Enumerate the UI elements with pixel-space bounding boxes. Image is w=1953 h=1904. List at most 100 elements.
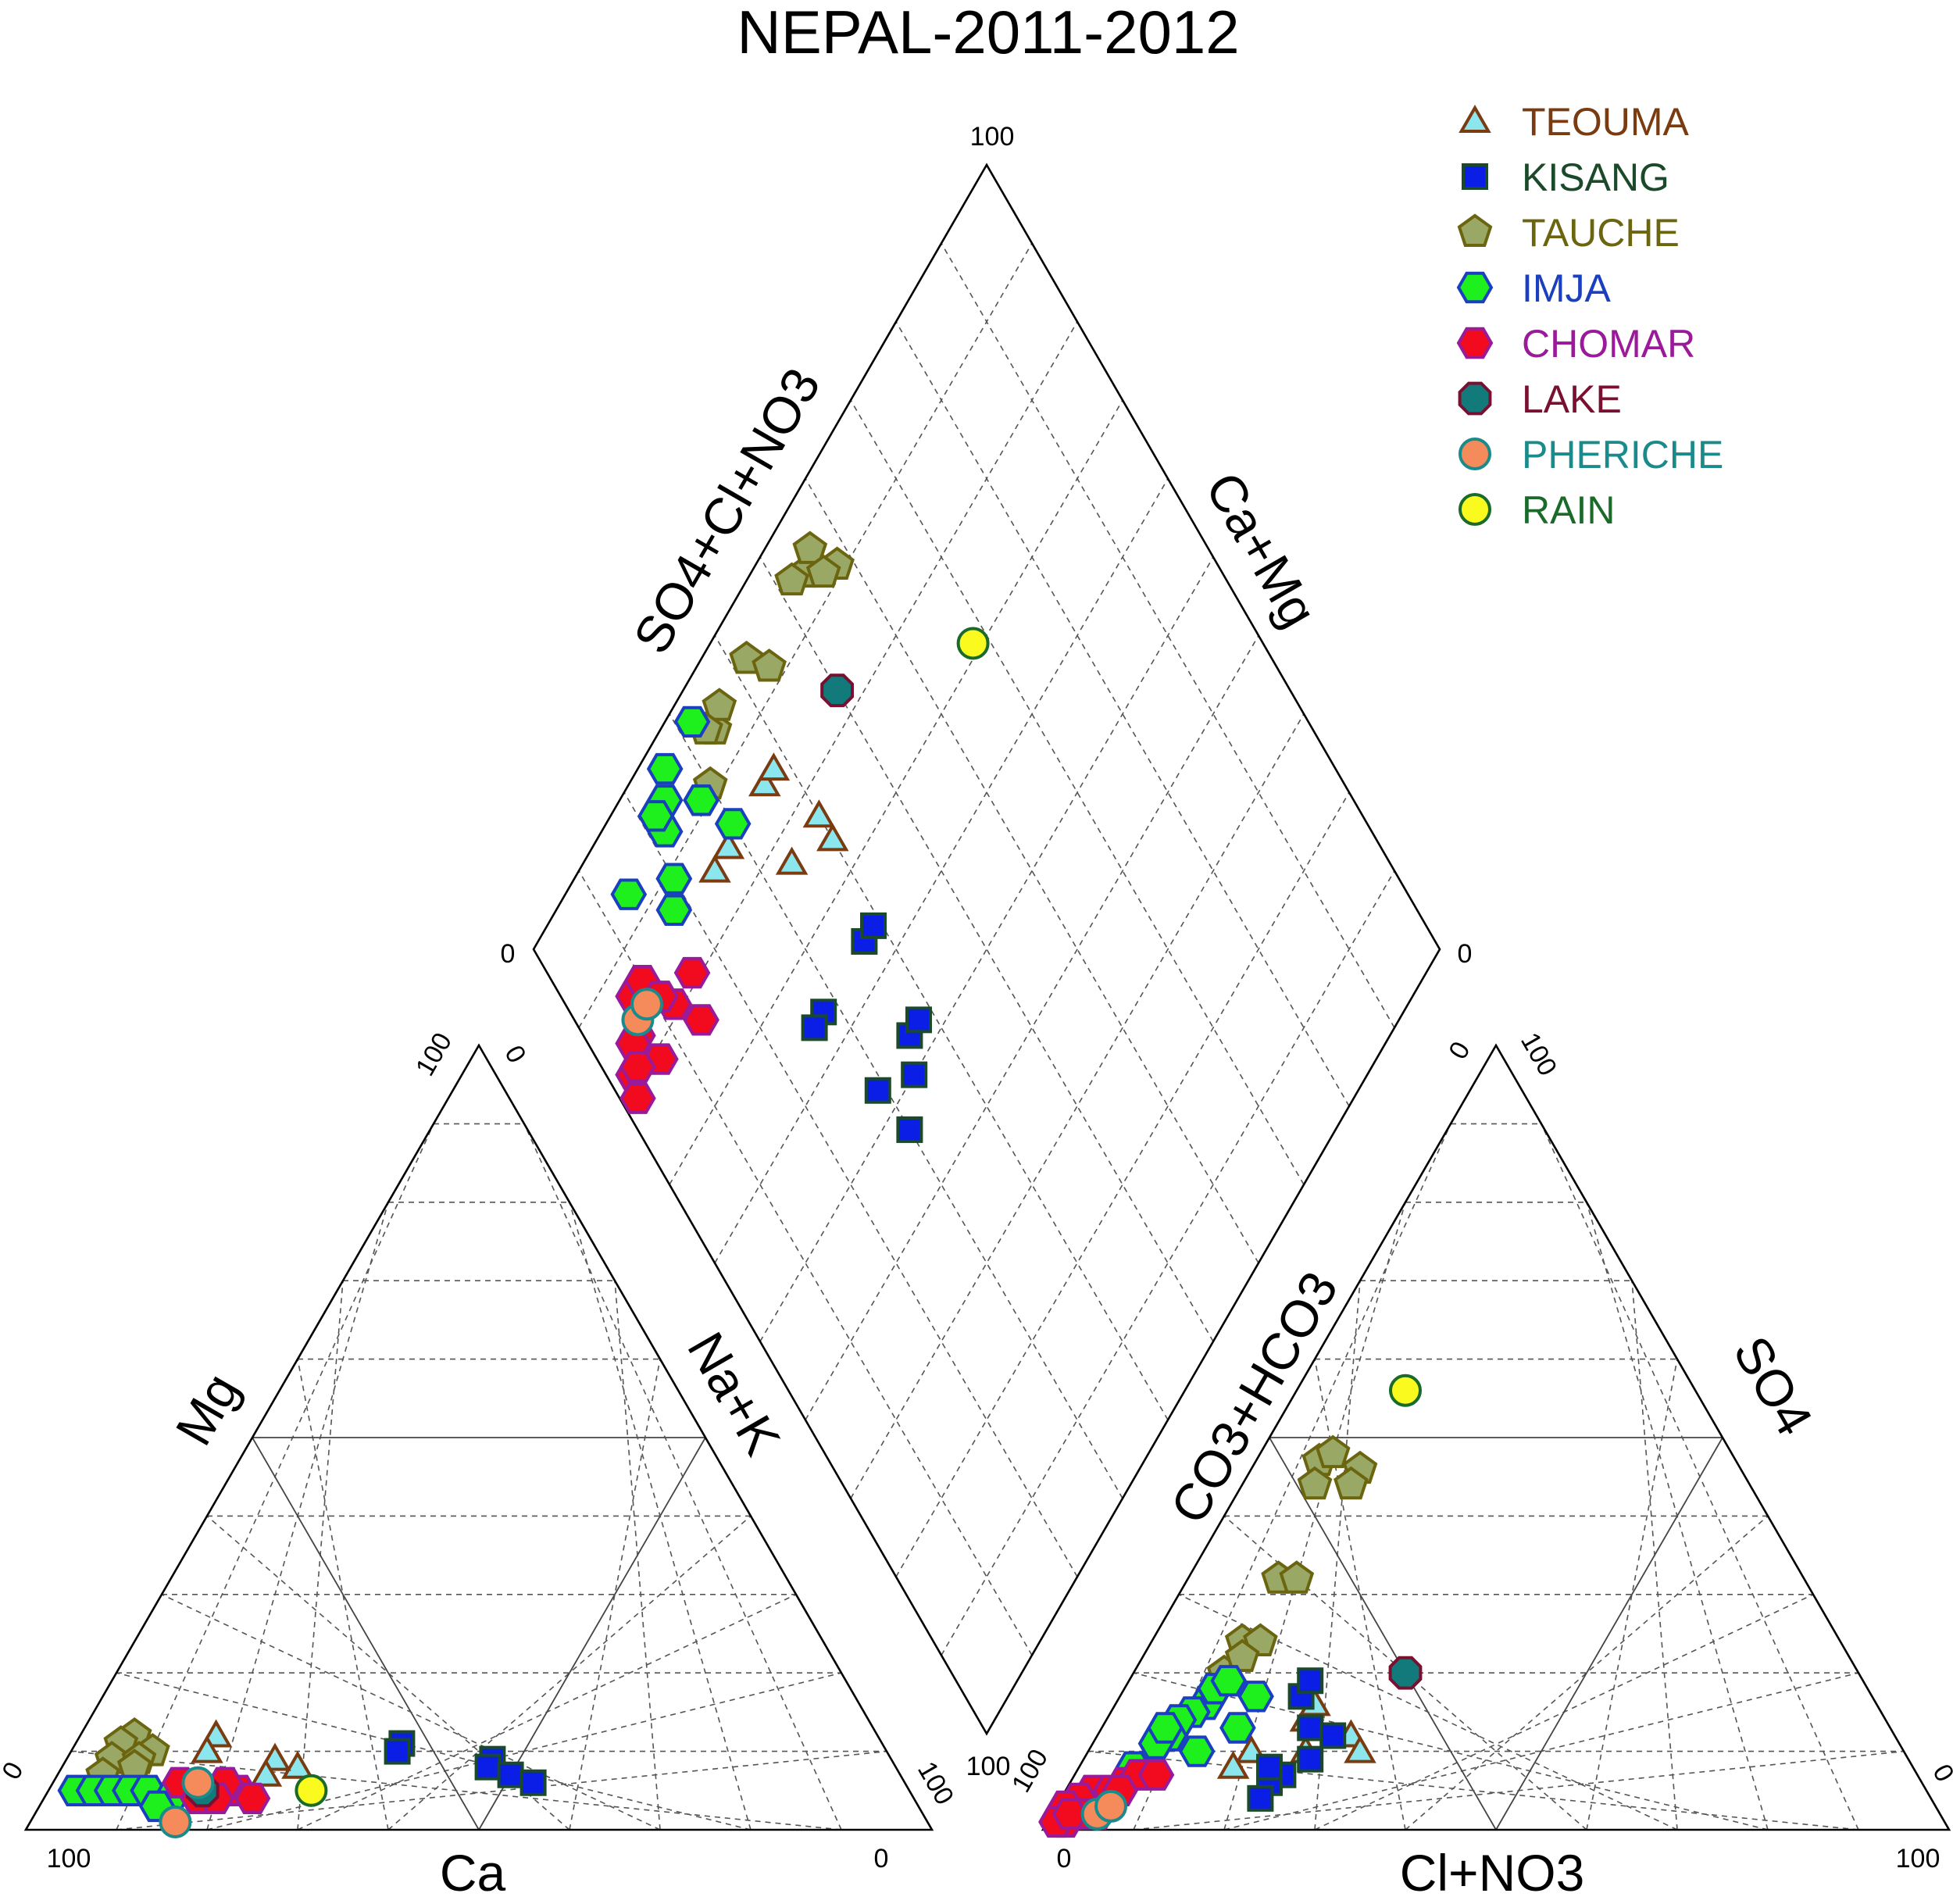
- diamond-tick-left-0: 0: [501, 939, 516, 969]
- point-diamond-teouma-4: [775, 846, 809, 875]
- point-cation-teouma-2: [281, 1750, 314, 1779]
- anion-triangle-grid-a-9: [1087, 1750, 1859, 1831]
- cation-triangle-grid-a-8: [116, 1672, 752, 1831]
- point-diamond-teouma-0: [748, 768, 781, 797]
- legend-marker-imja: [1456, 271, 1494, 304]
- legend-label-kisang: KISANG: [1522, 155, 1669, 199]
- point-anion-chomar-10: [1137, 1759, 1175, 1791]
- point-cation-kisang-5: [519, 1769, 547, 1796]
- legend-item-kisang: KISANG: [1462, 155, 1669, 199]
- anion-hco3-tick-100: 100: [1006, 1744, 1054, 1797]
- cation-mg-tick-100: 100: [410, 1027, 458, 1081]
- legend-marker-pheriche: [1459, 438, 1491, 470]
- point-anion-kisang-8: [1256, 1753, 1283, 1781]
- point-diamond-imja-5: [714, 808, 752, 840]
- point-diamond-teouma-3: [802, 799, 836, 828]
- diamond-grid-u-7: [850, 399, 1305, 1185]
- anion-hco3-tick-0: 0: [1443, 1037, 1476, 1064]
- legend-marker-chomar: [1456, 327, 1494, 359]
- series-tauche: [85, 530, 1378, 1790]
- diamond-grid-u-2: [623, 791, 1078, 1577]
- cation-nak-tick-100: 100: [912, 1756, 959, 1809]
- point-anion-imja-5: [1210, 1665, 1248, 1697]
- legend-label-chomar: CHOMAR: [1522, 322, 1695, 366]
- point-diamond-chomar-11: [619, 1082, 656, 1114]
- point-cation-kisang-3: [474, 1753, 502, 1781]
- point-diamond-kisang-4: [901, 1061, 928, 1088]
- point-anion-kisang-2: [1297, 1714, 1324, 1741]
- point-anion-kisang-7: [1247, 1784, 1274, 1812]
- anion-so4-tick-100: 100: [1515, 1027, 1562, 1081]
- anion-triangle-grid-a-5: [1269, 1437, 1497, 1831]
- legend-label-imja: IMJA: [1522, 266, 1612, 310]
- point-diamond-tauche-3: [774, 562, 809, 596]
- diamond-grid-v-9: [578, 242, 1033, 1028]
- point-anion-imja-11: [1147, 1712, 1184, 1744]
- point-diamond-tauche-8: [702, 688, 737, 721]
- anion-triangle-grid-b-4: [1405, 1515, 1769, 1831]
- cation-mg-axis-label: Mg: [164, 1363, 250, 1454]
- point-diamond-chomar-10: [673, 956, 711, 989]
- point-diamond-kisang-1: [860, 912, 887, 939]
- point-anion-kisang-1: [1297, 1667, 1324, 1695]
- legend-label-pheriche: PHERICHE: [1522, 433, 1723, 477]
- point-diamond-teouma-1: [757, 752, 791, 781]
- point-anion-kisang-4: [1297, 1745, 1324, 1773]
- anion-clno3-axis-label: Cl+NO3: [1400, 1844, 1585, 1902]
- point-diamond-imja-0: [646, 752, 684, 785]
- cation-ca-axis-label: Ca: [440, 1844, 506, 1902]
- legend-item-pheriche: PHERICHE: [1459, 433, 1723, 477]
- anion-triangle-grid-b-8: [1586, 1202, 1769, 1831]
- cation-triangle-grid-b-4: [387, 1515, 752, 1831]
- diamond-grid-v-4: [805, 634, 1259, 1420]
- legend-item-teouma: TEOUMA: [1459, 100, 1690, 144]
- point-diamond-tauche-4: [805, 554, 841, 588]
- diamond-grid-u-8: [895, 321, 1350, 1107]
- anion-so4-tick-0: 0: [1926, 1759, 1953, 1787]
- diamond-grid-u-9: [941, 242, 1395, 1028]
- point-diamond-imja-6: [655, 894, 693, 926]
- point-anion-imja-10: [1219, 1712, 1256, 1744]
- point-cation-teouma-1: [191, 1734, 223, 1763]
- series-imja: [57, 706, 1274, 1823]
- grid-lines: [70, 242, 1905, 1831]
- point-diamond-kisang-7: [801, 1014, 828, 1041]
- point-diamond-kisang-5: [896, 1116, 923, 1143]
- diamond-grid-v-1: [941, 870, 1395, 1656]
- legend-item-rain: RAIN: [1459, 488, 1615, 532]
- series-kisang: [384, 912, 1347, 1812]
- diamond-outline: [532, 163, 1441, 1736]
- point-anion-pheriche-1: [1094, 1789, 1127, 1823]
- cation-triangle-grid-a-5: [252, 1437, 480, 1831]
- point-anion-tauche-4: [1334, 1466, 1369, 1500]
- point-cation-pheriche-1: [181, 1766, 215, 1799]
- point-diamond-chomar-7: [683, 1004, 719, 1036]
- diamond-grid-v-8: [623, 321, 1078, 1107]
- point-anion-lake-0: [1388, 1656, 1423, 1690]
- diamond-grid-v-6: [714, 478, 1169, 1264]
- anion-triangle-grid-b-6: [1586, 1359, 1678, 1831]
- point-cation-teouma-4: [249, 1758, 283, 1787]
- cation-mg-tick-0: 0: [0, 1757, 30, 1784]
- legend-marker-teouma: [1459, 104, 1491, 133]
- legend-marker-rain: [1459, 493, 1491, 526]
- legend-label-rain: RAIN: [1522, 488, 1615, 532]
- point-anion-tauche-10: [1224, 1638, 1260, 1673]
- cation-triangle-grid-a-7: [161, 1594, 661, 1831]
- series-teouma: [191, 752, 1376, 1787]
- point-diamond-teouma-5: [712, 831, 745, 859]
- series-pheriche: [159, 988, 1127, 1838]
- cation-triangle-grid-b-9: [523, 1123, 842, 1831]
- cation-nak-tick-0: 0: [498, 1041, 531, 1068]
- point-cation-chomar-7: [234, 1782, 271, 1814]
- anion-triangle-grid-b-5: [1495, 1437, 1723, 1831]
- point-cation-kisang-1: [384, 1738, 411, 1765]
- cation-ca-tick-100: 100: [47, 1844, 91, 1874]
- plot-outlines: [23, 163, 1951, 1831]
- diamond-grid-v-2: [895, 791, 1350, 1577]
- series-chomar: [161, 956, 1175, 1838]
- legend-item-lake: LAKE: [1458, 377, 1622, 421]
- point-cation-rain-0: [295, 1774, 328, 1807]
- cation-triangle-grid-b-6: [569, 1359, 661, 1831]
